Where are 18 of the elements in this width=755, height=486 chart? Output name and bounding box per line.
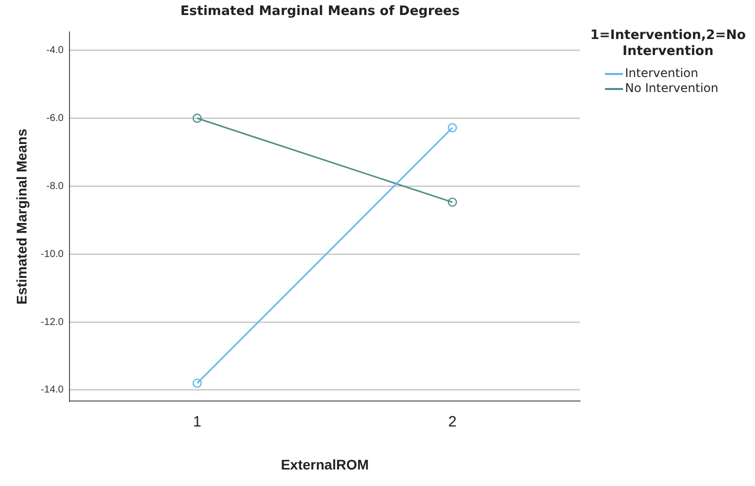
y-tick-label: -12.0 bbox=[40, 316, 64, 328]
point bbox=[192, 114, 202, 123]
y-axis-title: Estimated Marginal Means bbox=[13, 128, 30, 305]
y-tick-label: -8.0 bbox=[46, 180, 64, 192]
point bbox=[448, 198, 457, 207]
y-tick-label: -10.0 bbox=[40, 248, 64, 260]
legend-label: Intervention bbox=[625, 66, 698, 81]
chart-title: Estimated Marginal Means of Degrees bbox=[179, 4, 461, 19]
x-tick-label: 1 bbox=[193, 413, 202, 430]
x-tick-label: 2 bbox=[448, 413, 457, 430]
y-tick-label: -6.0 bbox=[46, 113, 64, 124]
point bbox=[448, 123, 457, 132]
y-tick-label: -14.0 bbox=[40, 384, 64, 396]
x-axis-title: ExternalROM bbox=[280, 456, 369, 472]
legend-title: 1=Intervention,2=No Intervention bbox=[589, 28, 747, 60]
y-tick-label: -4.0 bbox=[46, 45, 64, 56]
point bbox=[192, 378, 202, 388]
legend-label: No Intervention bbox=[625, 81, 718, 96]
